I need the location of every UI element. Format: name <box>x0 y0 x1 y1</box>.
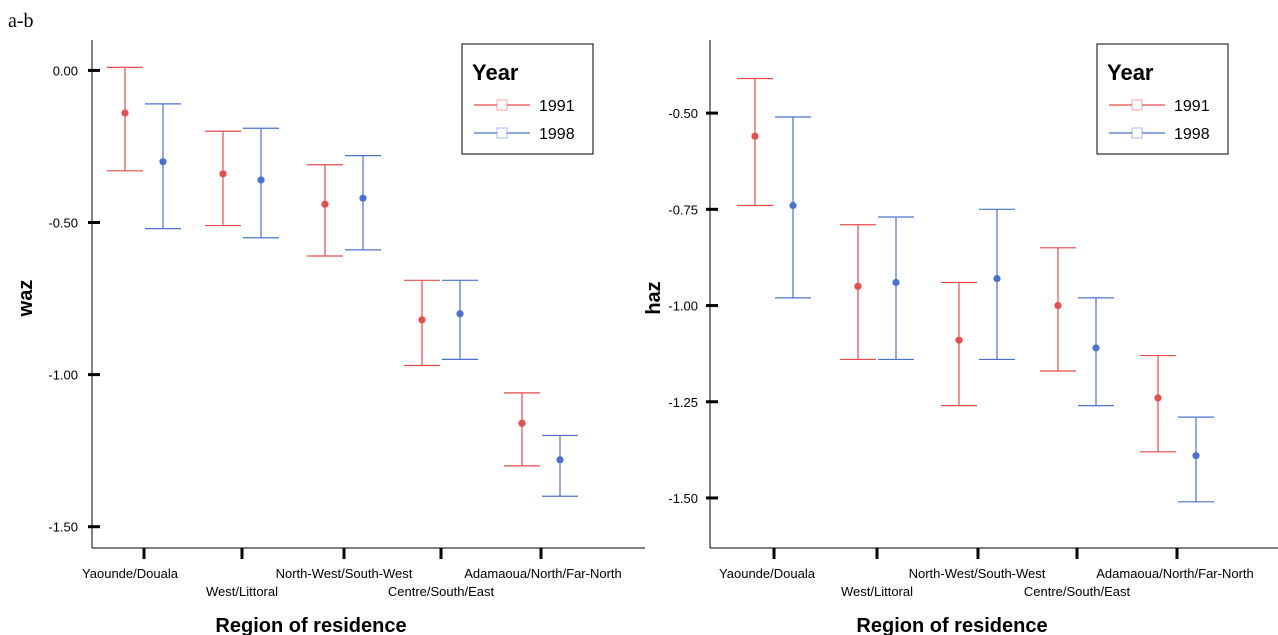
mean-point <box>993 275 1001 283</box>
mean-point <box>418 316 426 324</box>
mean-point <box>556 456 564 464</box>
series-1998 <box>145 103 578 497</box>
legend-marker <box>496 127 508 139</box>
chart-svg-waz: 0.00 -0.50 -1.00 -1.50 Yaounde/Douala West/Li… <box>15 40 645 635</box>
x-tick-label: Yaounde/Douala <box>82 566 179 581</box>
legend-marker <box>1131 127 1143 139</box>
mean-point <box>121 109 129 117</box>
legend-marker <box>1131 99 1143 111</box>
x-axis-label: Region of residence <box>215 615 406 635</box>
y-tick-label: 0.00 <box>53 63 78 78</box>
x-tick-label: Adamaoua/North/Far-North <box>1096 566 1254 581</box>
legend: Year 1991 1998 <box>461 43 594 155</box>
legend-label: 1998 <box>1174 126 1210 143</box>
legend: Year 1991 1998 <box>1096 43 1229 155</box>
chart-panel-haz: -0.50 -0.75 -1.00 -1.25 -1.50 Yaounde/Douala W… <box>640 0 1278 635</box>
legend-label: 1998 <box>539 126 575 143</box>
x-tick-label: West/Littoral <box>206 584 278 599</box>
legend-label: 1991 <box>539 98 575 115</box>
mean-point <box>1092 344 1100 352</box>
legend-box <box>461 43 594 155</box>
series-1991 <box>107 66 540 467</box>
mean-point <box>321 200 329 208</box>
mean-point <box>854 282 862 290</box>
mean-point <box>257 176 265 184</box>
x-tick-label: Adamaoua/North/Far-North <box>464 566 622 581</box>
mean-point <box>518 419 526 427</box>
mean-point <box>359 194 367 202</box>
x-tick-label: Centre/South/East <box>1024 584 1131 599</box>
mean-point <box>892 278 900 287</box>
legend-label: 1991 <box>1174 98 1210 115</box>
legend-title: Year <box>472 60 519 85</box>
y-axis-label: haz <box>643 281 665 314</box>
x-tick-label: Yaounde/Douala <box>719 566 816 581</box>
y-tick-label: -1.00 <box>668 299 698 314</box>
y-tick-label: -1.25 <box>668 395 698 410</box>
figure-label: a-b <box>8 10 34 32</box>
mean-point <box>1154 394 1162 402</box>
chart-panel-waz: 0.00 -0.50 -1.00 -1.50 Yaounde/Douala West/Li… <box>15 40 645 635</box>
x-tick-label: Centre/South/East <box>388 584 495 599</box>
mean-point <box>1192 452 1200 460</box>
chart-svg-haz: -0.50 -0.75 -1.00 -1.25 -1.50 Yaounde/Douala W… <box>643 40 1278 635</box>
mean-point <box>159 158 167 166</box>
mean-point <box>789 201 797 210</box>
legend-title: Year <box>1107 60 1154 85</box>
y-tick-label: -0.50 <box>668 106 698 121</box>
series-1991 <box>737 77 1176 453</box>
y-tick-label: -0.50 <box>48 216 78 231</box>
y-tick-label: -0.75 <box>668 202 698 217</box>
legend-box <box>1096 43 1229 155</box>
mean-point <box>219 170 227 178</box>
x-axis-label: Region of residence <box>856 615 1047 635</box>
series-1998 <box>775 116 1214 503</box>
x-tick-label: North-West/South-West <box>909 566 1046 581</box>
mean-point <box>456 310 464 318</box>
mean-point <box>955 336 963 344</box>
mean-point <box>751 132 759 140</box>
y-tick-label: -1.50 <box>48 520 78 535</box>
x-tick-label: West/Littoral <box>841 584 913 599</box>
y-tick-label: -1.50 <box>668 491 698 506</box>
legend-marker <box>496 99 508 111</box>
y-axis-label: waz <box>15 280 37 318</box>
mean-point <box>1054 301 1062 310</box>
y-tick-label: -1.00 <box>48 368 78 383</box>
x-tick-label: North-West/South-West <box>276 566 413 581</box>
